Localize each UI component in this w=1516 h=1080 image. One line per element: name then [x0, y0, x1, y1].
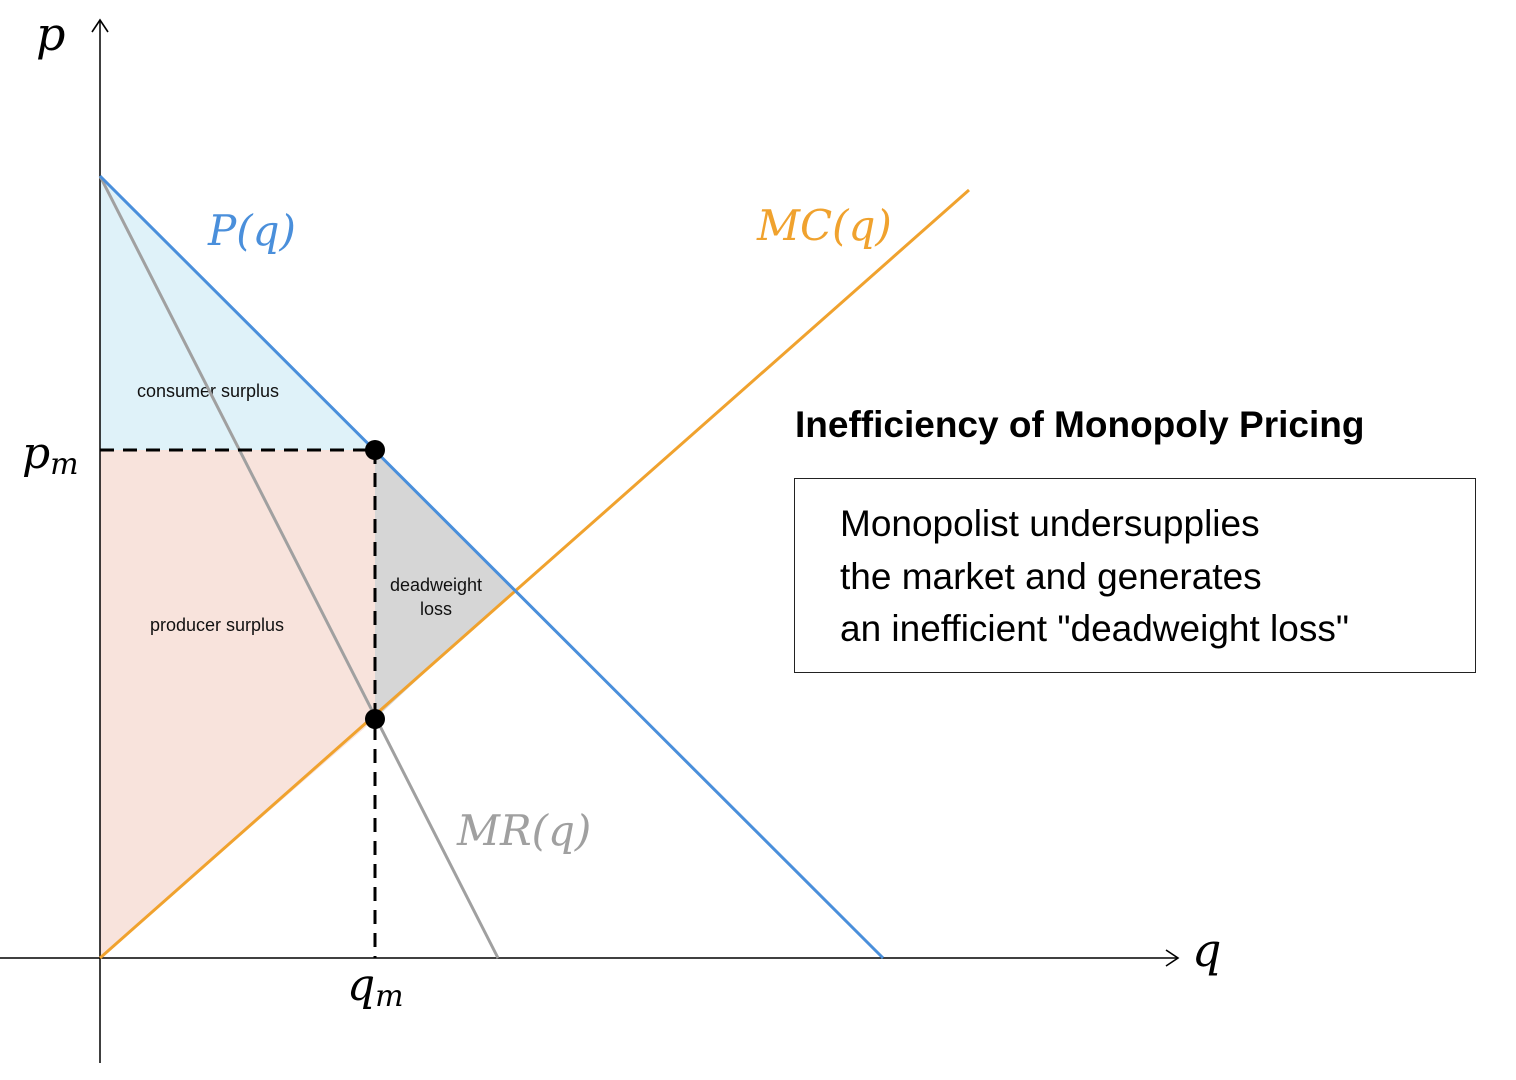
mc-curve-label: MC(q) — [756, 201, 892, 250]
demand-curve-label: P(q) — [207, 206, 296, 255]
producer-surplus-region — [100, 450, 375, 958]
mr-curve — [98, 175, 500, 959]
monopoly-price-label: pm — [22, 428, 79, 482]
monopoly-quantity-subscript: m — [375, 979, 403, 1014]
x-axis-label: q — [1192, 923, 1221, 977]
explanation-line-1: Monopolist undersupplies — [840, 503, 1260, 544]
monopoly-quantity-symbol: q — [347, 960, 375, 1011]
monopoly-price-point — [365, 440, 385, 460]
deadweight-loss-label-line1: deadweight — [390, 575, 482, 595]
monopoly-price-subscript: m — [50, 447, 78, 482]
explanation-line-2: the market and generates — [840, 556, 1262, 597]
mc-curve — [99, 188, 970, 960]
diagram-title: Inefficiency of Monopoly Pricing — [795, 404, 1365, 445]
monopoly-price-symbol: p — [22, 428, 50, 479]
explanation-line-3: an inefficient "deadweight loss" — [840, 608, 1349, 649]
producer-surplus-label: producer surplus — [150, 615, 284, 635]
deadweight-loss-label-line2: loss — [420, 599, 452, 619]
mr-curve-label: MR(q) — [456, 806, 591, 855]
demand-curve — [98, 174, 885, 960]
monopoly-quantity-label: qm — [347, 960, 404, 1014]
y-axis-label: p — [36, 7, 65, 61]
explanation-box: Monopolist undersupplies the market and … — [794, 478, 1476, 673]
mr-mc-intersection-point — [365, 709, 385, 729]
deadweight-loss-region — [375, 450, 514, 719]
